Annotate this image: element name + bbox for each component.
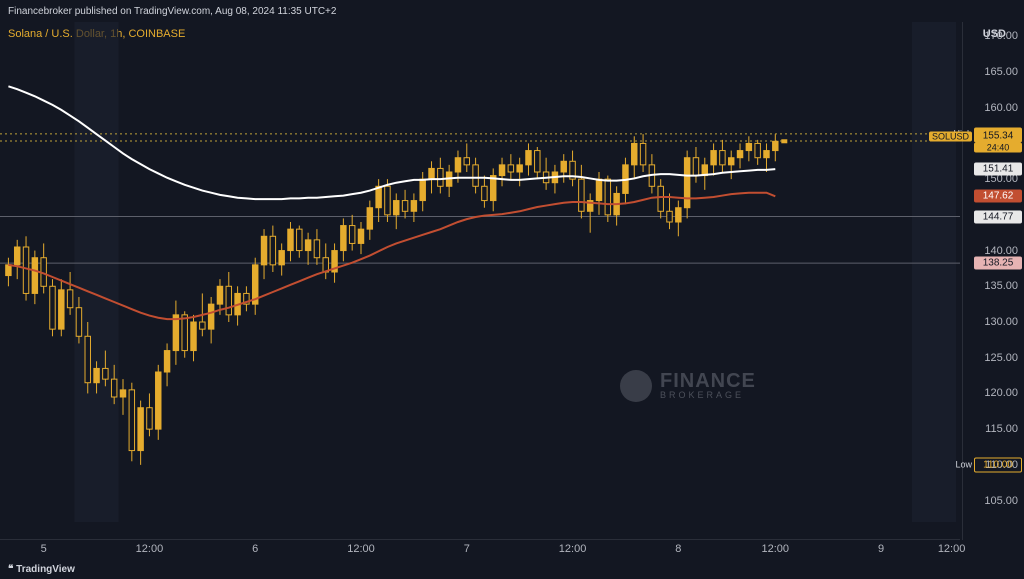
price-tag: 144.77 bbox=[974, 210, 1022, 223]
tv-text: TradingView bbox=[16, 564, 75, 575]
price-tag: 147.62 bbox=[974, 190, 1022, 203]
y-tick: 115.00 bbox=[985, 423, 1018, 435]
x-tick: 9 bbox=[878, 543, 884, 555]
watermark-icon bbox=[620, 370, 652, 402]
chart-root: { "header": { "publisher_line": "Finance… bbox=[0, 0, 1024, 579]
x-tick: 12:00 bbox=[762, 543, 790, 555]
price-tag-labeled: Low110.00 bbox=[955, 457, 1022, 472]
chart-area[interactable] bbox=[0, 22, 960, 540]
y-tick: 135.00 bbox=[984, 280, 1018, 292]
y-tick: 165.00 bbox=[984, 66, 1018, 78]
x-tick: 6 bbox=[252, 543, 258, 555]
x-axis[interactable]: 512:00612:00712:00812:00912:00 bbox=[0, 539, 960, 557]
price-tag: 138.25 bbox=[974, 257, 1022, 270]
publisher-line: Financebroker published on TradingView.c… bbox=[8, 6, 336, 17]
y-tick: 140.00 bbox=[984, 245, 1018, 257]
y-tick: 130.00 bbox=[984, 316, 1018, 328]
y-tick: 120.00 bbox=[984, 387, 1018, 399]
y-tick: 125.00 bbox=[984, 352, 1018, 364]
x-tick: 12:00 bbox=[938, 543, 966, 555]
y-tick: 160.00 bbox=[984, 102, 1018, 114]
watermark-logo: FINANCE BROKERAGE bbox=[620, 370, 756, 402]
price-tag: 151.41 bbox=[974, 163, 1022, 176]
x-tick: 12:00 bbox=[347, 543, 375, 555]
x-tick: 12:00 bbox=[136, 543, 164, 555]
x-tick: 7 bbox=[464, 543, 470, 555]
watermark-line2: BROKERAGE bbox=[660, 390, 756, 400]
x-tick: 5 bbox=[41, 543, 47, 555]
y-tick: 170.00 bbox=[984, 30, 1018, 42]
x-tick: 8 bbox=[675, 543, 681, 555]
x-tick: 12:00 bbox=[559, 543, 587, 555]
watermark-line1: FINANCE bbox=[660, 372, 756, 390]
price-chart[interactable] bbox=[0, 22, 960, 540]
y-axis[interactable]: USD 105.00110.00115.00120.00125.00130.00… bbox=[962, 22, 1024, 540]
price-tag-current: SOLUSD155.3424:40 bbox=[929, 130, 1022, 153]
y-tick: 105.00 bbox=[984, 495, 1018, 507]
tradingview-label: ❝ TradingView bbox=[8, 564, 75, 575]
